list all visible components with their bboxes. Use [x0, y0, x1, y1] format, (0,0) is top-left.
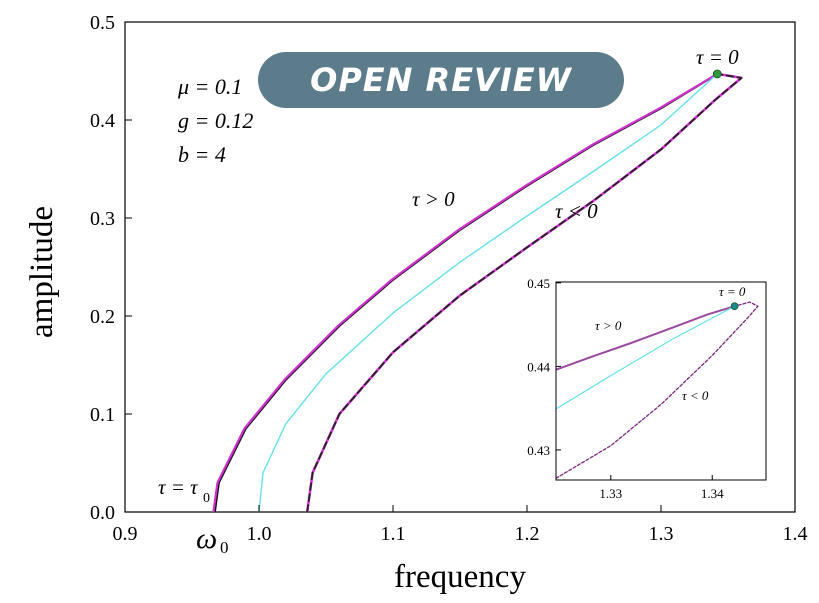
main-x-tick-label-5: 1.3	[649, 523, 674, 545]
inset-axes: 1.33 1.34 0.43 0.44 0.45	[527, 276, 739, 501]
main-y-tick-label-6: 0.5	[90, 12, 115, 34]
main-x-tick-label-6: 1.4	[783, 523, 808, 545]
inset-y-tick-label-1: 0.43	[527, 443, 550, 458]
inset-label-tau-zero: τ = 0	[719, 284, 746, 299]
open-review-watermark: OPEN REVIEW	[258, 52, 624, 108]
main-x-tick-label-4: 1.2	[515, 523, 540, 545]
main-series-line-3	[258, 73, 718, 512]
param-g: g = 0.12	[178, 108, 253, 133]
label-tau-zero: τ = 0	[696, 45, 739, 69]
inset-label-tau-positive: τ > 0	[595, 318, 622, 333]
main-y-tick-label-2: 0.1	[90, 404, 115, 426]
inset-label-tau-negative: τ < 0	[682, 388, 709, 403]
inset-series-group	[556, 301, 759, 479]
x-axis-title: frequency	[394, 559, 526, 595]
inset-series-line-2	[556, 305, 736, 410]
main-x-tick-label-1: 0.9	[113, 523, 138, 545]
main-x-tick-label-3: 1.1	[381, 523, 406, 545]
inset-x-tick-label-1: 1.33	[599, 486, 622, 501]
main-axes: 0.9 1.0 1.1 1.2 1.3 1.4 0.0 0.1 0.2 0.3 0.4 0.5	[90, 12, 808, 545]
inset-y-tick-label-3: 0.45	[527, 276, 550, 291]
label-tau-positive: τ > 0	[412, 187, 455, 211]
inset-marker-point-1	[730, 302, 739, 311]
label-omega0: ω	[196, 522, 217, 555]
inset-series-line-3	[556, 301, 759, 479]
label-tau-negative: τ < 0	[555, 199, 598, 223]
main-marker-point-1	[712, 69, 722, 79]
main-y-tick-label-5: 0.4	[90, 110, 115, 132]
inset-y-tick-label-2: 0.44	[527, 359, 550, 374]
param-mu: μ = 0.1	[177, 74, 242, 99]
inset-series-line-1	[556, 305, 736, 371]
main-plot-frame	[124, 21, 796, 513]
main-series-line-2	[212, 72, 719, 512]
main-y-tick-label-3: 0.2	[90, 306, 115, 328]
main-plot-area	[212, 72, 743, 512]
main-series-line-5	[306, 73, 743, 512]
main-series-group	[212, 72, 743, 512]
inset-frame	[555, 281, 767, 481]
main-x-tick-label-2: 1.0	[247, 523, 272, 545]
label-omega0-subscript: 0	[220, 538, 229, 557]
inset-background	[556, 282, 766, 480]
inset-x-tick-label-2: 1.34	[701, 486, 724, 501]
label-tau-tau0-subscript: 0	[203, 491, 210, 506]
param-b: b = 4	[178, 142, 226, 167]
main-y-tick-label-1: 0.0	[90, 502, 115, 524]
main-y-tick-label-4: 0.3	[90, 208, 115, 230]
y-axis-title: amplitude	[24, 206, 60, 338]
label-tau-tau0: τ = τ	[158, 475, 199, 499]
